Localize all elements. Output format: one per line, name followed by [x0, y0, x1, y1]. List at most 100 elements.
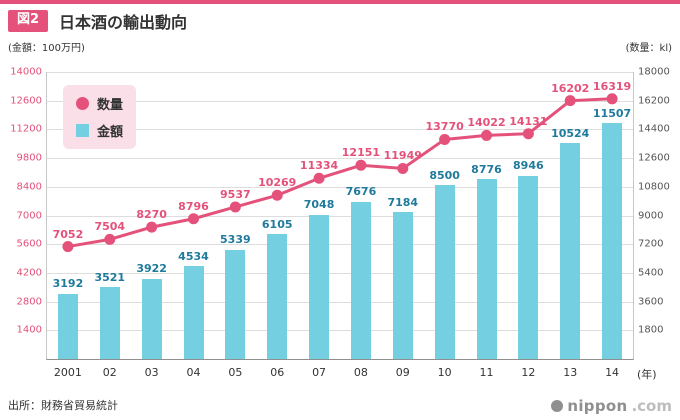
line-point-icon: [271, 189, 283, 201]
line-point-icon: [62, 241, 74, 253]
line-value-label: 11949: [383, 149, 422, 163]
bar-09: [392, 211, 413, 359]
line-point-icon: [522, 128, 534, 140]
left-axis-tick: 5600: [16, 238, 42, 250]
gridline: [47, 244, 633, 246]
gridline: [47, 100, 633, 102]
x-axis-unit: (年): [637, 368, 657, 381]
right-axis-caption: (数量：kl): [625, 43, 672, 54]
legend-item-line: 数量: [76, 94, 123, 113]
line-point-icon: [104, 233, 116, 245]
gridline: [47, 330, 633, 332]
bar-value-label: 7048: [303, 198, 335, 212]
nippon-logo: nippon .com: [551, 397, 672, 415]
x-axis-label: 05: [228, 366, 243, 379]
bar-07: [309, 214, 330, 359]
line-point-icon: [188, 213, 199, 225]
bar-value-label: 3192: [52, 277, 84, 291]
bar-11: [476, 179, 497, 359]
nippon-logo-mark-icon: [551, 400, 564, 412]
bar-value-label: 3521: [94, 270, 126, 284]
x-axis-label: 06: [270, 366, 285, 379]
right-axis-tick: 14400: [638, 123, 670, 135]
bar-13: [560, 143, 581, 359]
left-axis-tick: 8400: [16, 181, 42, 193]
gridline: [47, 129, 633, 131]
left-axis-tick: 1400: [16, 324, 42, 336]
x-axis-label: 09: [395, 366, 410, 379]
legend-bar-label: 金額: [97, 125, 124, 140]
legend-line-label: 数量: [97, 98, 124, 113]
chart-plot-area: 数量 金額 (年) 1400 1800 2800 3600 4200 5400 5600 72…: [10, 67, 670, 382]
x-axis-label: 10: [437, 366, 452, 379]
bar-05: [225, 249, 246, 359]
gridline: [47, 158, 633, 160]
gridline: [47, 301, 633, 303]
chart-legend: 数量 金額: [63, 85, 137, 149]
line-point-icon: [606, 93, 618, 105]
line-series: [62, 93, 618, 253]
left-axis-tick: 4200: [16, 267, 42, 279]
line-value-label: 11334: [299, 159, 339, 173]
left-axis-tick: 9800: [16, 152, 42, 164]
line-value-label: 12151: [341, 146, 381, 160]
x-axis-label: 12: [521, 366, 536, 379]
gridline: [47, 72, 633, 73]
line-value-label: 16202: [551, 81, 590, 95]
bar-2001: [57, 293, 78, 359]
right-axis-tick: 10800: [638, 181, 670, 193]
line-point-icon: [146, 221, 158, 233]
gridline: [47, 186, 633, 188]
right-axis-tick: 12600: [638, 152, 670, 164]
bar-value-label: 3922: [136, 262, 167, 276]
line-series-swatch-icon: [76, 97, 89, 110]
bar-08: [350, 201, 371, 359]
x-axis-label: 11: [479, 366, 494, 379]
page-title: 日本酒の輸出動向: [59, 13, 188, 32]
bar-value-label: 8946: [513, 159, 544, 173]
bar-value-label: 10524: [551, 127, 590, 141]
x-axis-label: 08: [353, 366, 368, 379]
left-axis-caption: (金額：100万円): [8, 43, 85, 54]
x-axis-label: 2001: [53, 366, 82, 379]
line-point-icon: [439, 133, 451, 145]
line-point-icon: [313, 172, 325, 184]
bar-value-label: 8776: [471, 162, 502, 176]
bar-10: [434, 184, 455, 359]
right-axis-tick: 18000: [638, 66, 670, 78]
bar-value-label: 5339: [220, 233, 251, 247]
top-accent-bar: [0, 0, 680, 4]
left-axis-tick: 7000: [16, 210, 42, 221]
bar-14: [602, 123, 623, 359]
bar-12: [518, 175, 539, 359]
line-value-label: 14022: [467, 116, 506, 130]
line-value-label: 8796: [178, 199, 209, 213]
line-value-label: 8270: [136, 208, 167, 222]
bar-value-label: 8500: [429, 168, 460, 182]
figure-label-badge: 図2: [8, 10, 49, 32]
right-axis-tick: 5400: [638, 267, 664, 279]
left-axis-tick: 12600: [10, 95, 42, 107]
left-axis-tick: 11200: [10, 123, 42, 135]
x-axis-label: 14: [605, 366, 620, 379]
right-axis-tick: 9000: [638, 210, 664, 221]
line-point-icon: [481, 129, 492, 141]
x-axis-label: 02: [102, 366, 117, 379]
line-value-label: 7052: [52, 227, 84, 241]
left-axis-tick: 14000: [10, 66, 42, 78]
line-value-label: 10269: [258, 176, 297, 190]
bar-value-label: 4534: [178, 249, 209, 263]
figure-header: 図2 日本酒の輸出動向: [8, 9, 187, 33]
left-axis-tick: 2800: [16, 296, 42, 308]
line-point-icon: [355, 159, 367, 171]
line-value-label: 9537: [220, 187, 251, 201]
line-value-label: 14131: [509, 114, 548, 128]
bar-06: [267, 233, 288, 359]
right-axis-tick: 3600: [638, 296, 664, 308]
x-axis-label: 07: [312, 366, 327, 379]
gridline: [47, 272, 633, 274]
nippon-logo-tld: .com: [631, 397, 672, 415]
line-point-icon: [397, 162, 409, 174]
line-point-icon: [564, 95, 576, 107]
nippon-logo-name: nippon: [567, 397, 628, 415]
